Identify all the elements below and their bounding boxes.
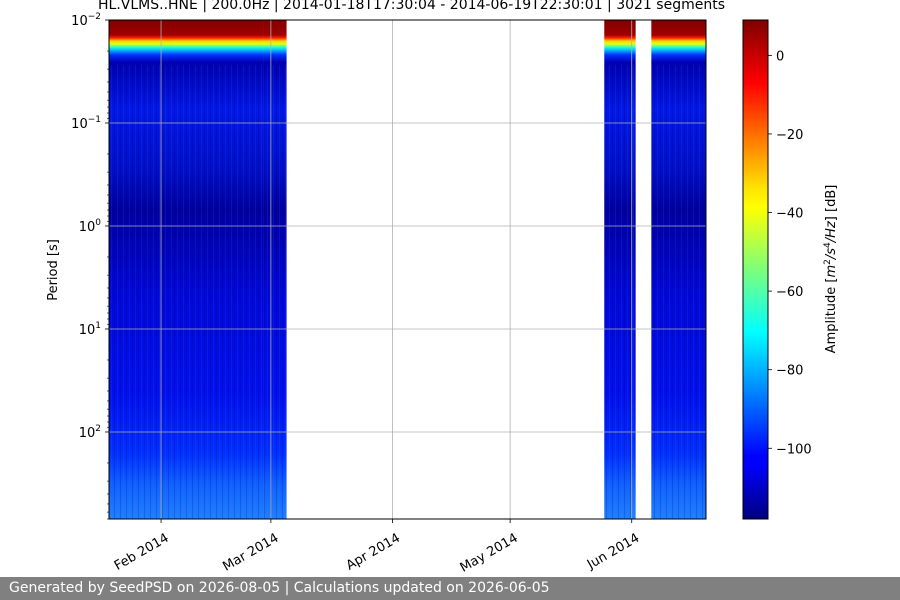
colorbar-tick-label: −60 <box>776 285 803 300</box>
x-tick-label: Jun 2014 <box>584 531 642 573</box>
data-segment <box>651 20 706 519</box>
y-tick-label: 101 <box>79 321 101 338</box>
colorbar-tick-label: −100 <box>776 442 812 457</box>
colorbar-tick-label: −40 <box>776 207 803 222</box>
data-segment <box>109 20 264 519</box>
colorbar <box>742 19 769 520</box>
psd-chart: Feb 2014 Mar 2014 Apr 2014 May 2014 Jun 2014… <box>46 12 839 576</box>
chart-title: HL.VLMS..HNE | 200.0Hz | 2014-01-18T17:3… <box>98 0 725 13</box>
footer: Generated by SeedPSD on 2026-08-05 | Cal… <box>0 577 900 600</box>
y-tick-label: 102 <box>79 424 101 441</box>
y-tick-label: 100 <box>79 218 102 235</box>
plot-frame <box>108 19 707 520</box>
y-tick-label: 10−1 <box>71 115 101 132</box>
colorbar-tick-label: 0 <box>776 49 784 64</box>
data-segment <box>263 20 287 519</box>
x-tick-label: May 2014 <box>458 531 521 576</box>
data-segment <box>604 20 636 519</box>
colorbar-tick-label: −20 <box>776 128 803 143</box>
y-tick-label: 10−2 <box>71 12 101 29</box>
colorbar-tick-label: −80 <box>776 364 803 379</box>
x-tick-label: Mar 2014 <box>220 531 281 575</box>
x-tick-label: Apr 2014 <box>344 531 403 574</box>
x-tick-label: Feb 2014 <box>112 531 172 574</box>
colorbar-label: Amplitude [m2/s4/Hz] [dB] <box>823 185 839 354</box>
y-axis-label: Period [s] <box>46 239 61 301</box>
